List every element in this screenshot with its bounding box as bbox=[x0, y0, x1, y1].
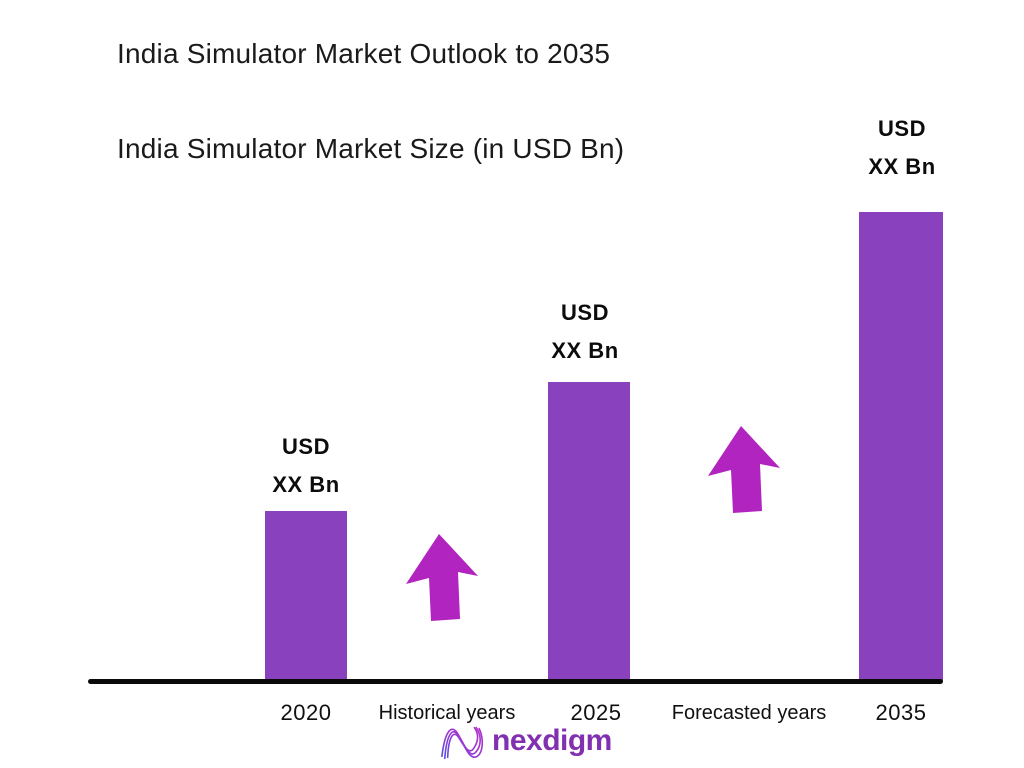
period-label-historical: Historical years bbox=[378, 702, 516, 724]
logo-curve bbox=[446, 726, 479, 759]
bar-value-label-2025: USD XX Bn bbox=[505, 294, 665, 370]
logo-text: nexdigm bbox=[492, 724, 612, 757]
value-label-line2: XX Bn bbox=[868, 154, 936, 179]
period-label-forecasted: Forecasted years bbox=[671, 702, 827, 724]
bar-2020 bbox=[265, 511, 347, 681]
nexdigm-n-wave-icon bbox=[441, 726, 484, 760]
x-tick-2035: 2035 bbox=[875, 700, 927, 725]
nexdigm-logo: nexdigm bbox=[438, 718, 612, 766]
up-arrow-shape bbox=[406, 534, 478, 621]
x-tick-2020: 2020 bbox=[280, 700, 332, 725]
bar-2035 bbox=[859, 212, 943, 681]
bar-value-label-2020: USD XX Bn bbox=[226, 428, 386, 504]
value-label-line1: USD bbox=[561, 300, 609, 325]
value-label-line1: USD bbox=[282, 434, 330, 459]
bar-2025 bbox=[548, 382, 630, 681]
page-title: India Simulator Market Outlook to 2035 bbox=[117, 38, 611, 69]
value-label-line2: XX Bn bbox=[272, 472, 340, 497]
value-label-line1: USD bbox=[878, 116, 926, 141]
value-label-line2: XX Bn bbox=[551, 338, 619, 363]
x-tick-2025: 2025 bbox=[570, 700, 622, 725]
up-arrow-shape bbox=[708, 426, 780, 513]
bar-value-label-2035: USD XX Bn bbox=[822, 110, 982, 186]
chart-subtitle: India Simulator Market Size (in USD Bn) bbox=[117, 133, 625, 164]
x-axis-line bbox=[88, 679, 943, 684]
up-arrow-icon bbox=[708, 426, 780, 513]
up-arrow-icon bbox=[406, 534, 478, 621]
